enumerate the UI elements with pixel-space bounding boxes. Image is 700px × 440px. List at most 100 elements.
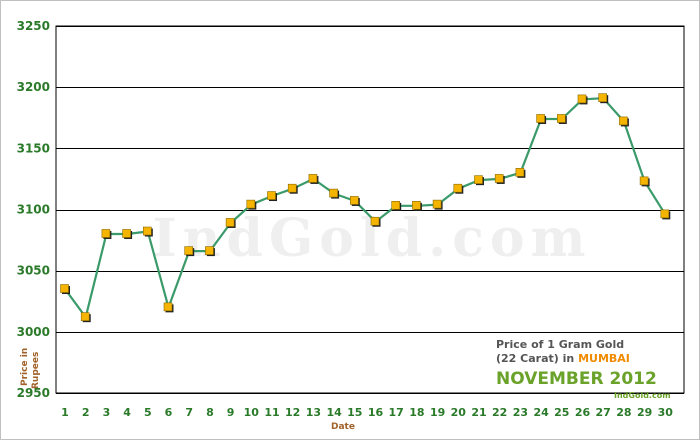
x-tick-label-15: 16 <box>368 406 384 419</box>
data-point-25 <box>556 114 567 124</box>
price-series <box>60 93 671 323</box>
y-tick-label-3: 3100 <box>17 203 50 217</box>
x-tick-label-5: 6 <box>165 406 173 419</box>
x-axis-ticks: 1 2 3 4 5 6 7 8 9 10 11 12 13 14 15 16 17 18 19 20 21 22 23 24 2… <box>61 406 673 419</box>
x-tick-label-4: 5 <box>144 406 152 419</box>
data-point-7 <box>184 246 195 257</box>
data-point-marker <box>205 246 214 255</box>
y-tick-label-0: 2950 <box>17 386 50 400</box>
data-point-18 <box>412 201 422 211</box>
data-point-marker <box>453 183 463 193</box>
data-point-30 <box>660 209 671 220</box>
data-point-marker <box>515 168 525 177</box>
x-tick-label-28: 29 <box>637 406 652 419</box>
data-point-marker <box>122 229 131 238</box>
data-point-marker <box>660 209 670 219</box>
x-tick-label-29: 30 <box>658 406 674 419</box>
y-axis-ticks: 2950 3000 3050 3100 3150 3200 3250 <box>17 19 50 400</box>
y-axis-label: Price in Rupees <box>20 348 41 389</box>
x-tick-label-0: 1 <box>61 406 69 419</box>
data-point-marker <box>474 175 483 184</box>
data-point-6 <box>163 302 174 313</box>
x-tick-label-25: 26 <box>575 406 591 419</box>
chart-credit: IndGold.com <box>614 391 671 400</box>
data-point-23 <box>515 168 526 178</box>
data-point-marker <box>329 188 338 198</box>
x-tick-label-21: 22 <box>492 406 507 419</box>
data-point-marker <box>432 199 442 209</box>
data-point-marker <box>412 201 421 210</box>
x-tick-label-10: 11 <box>264 406 279 419</box>
y-axis-label-line2: Rupees <box>31 352 41 389</box>
chart-title-month: NOVEMBER 2012 <box>496 369 657 389</box>
data-point-29 <box>639 176 650 187</box>
y-tick-label-1: 3000 <box>17 325 50 339</box>
y-tick-label-5: 3200 <box>17 80 50 94</box>
data-point-marker <box>184 246 193 255</box>
x-axis-label: Date <box>331 422 355 432</box>
data-point-27 <box>598 93 609 104</box>
data-point-10 <box>246 199 257 210</box>
data-point-21 <box>474 175 484 186</box>
data-point-marker <box>391 201 401 210</box>
data-point-marker <box>349 196 359 205</box>
x-tick-label-9: 10 <box>244 406 260 419</box>
data-point-12 <box>287 183 298 194</box>
x-tick-label-24: 25 <box>554 406 569 419</box>
data-point-22 <box>494 174 505 184</box>
data-point-15 <box>349 196 360 206</box>
y-tick-label-2: 3050 <box>17 264 50 278</box>
x-tick-label-3: 4 <box>123 406 131 419</box>
data-point-3 <box>101 229 112 239</box>
x-tick-label-14: 15 <box>347 406 362 419</box>
x-tick-label-12: 13 <box>306 406 321 419</box>
grid-lines <box>55 25 685 394</box>
data-point-9 <box>225 218 236 228</box>
data-point-marker <box>577 94 587 104</box>
x-tick-label-8: 9 <box>227 406 235 419</box>
y-tick-label-4: 3150 <box>17 141 50 155</box>
data-point-1 <box>60 284 70 295</box>
chart-title-line1: Price of 1 Gram Gold <box>496 338 624 351</box>
data-point-marker <box>556 114 566 123</box>
data-point-marker <box>598 93 608 102</box>
data-point-13 <box>308 174 319 184</box>
data-point-8 <box>205 246 215 257</box>
data-point-24 <box>536 114 547 124</box>
data-point-marker <box>494 174 504 183</box>
data-point-2 <box>80 312 91 323</box>
x-tick-label-16: 17 <box>389 406 404 419</box>
chart-title-box: Price of 1 Gram Gold (22 Carat) in MUMBA… <box>496 338 671 400</box>
data-point-marker <box>308 174 318 183</box>
chart-title-prefix: (22 Carat) in <box>496 352 578 365</box>
data-point-19 <box>432 199 443 210</box>
data-point-17 <box>391 201 402 211</box>
x-tick-label-22: 23 <box>513 406 528 419</box>
data-point-marker <box>619 116 628 126</box>
data-point-marker <box>143 226 152 236</box>
data-point-11 <box>267 191 277 202</box>
y-axis-label-line1: Price in <box>20 348 30 386</box>
x-tick-label-11: 12 <box>285 406 300 419</box>
x-tick-label-23: 24 <box>533 406 549 419</box>
data-point-marker <box>287 183 297 193</box>
x-tick-label-1: 2 <box>82 406 90 419</box>
x-tick-label-26: 27 <box>596 406 611 419</box>
data-point-marker <box>225 218 235 227</box>
data-point-marker <box>80 312 90 321</box>
data-point-14 <box>329 188 340 199</box>
data-point-16 <box>370 216 381 227</box>
chart-title-city: MUMBAI <box>578 352 630 365</box>
x-tick-label-19: 20 <box>451 406 467 419</box>
x-tick-label-13: 14 <box>326 406 342 419</box>
data-point-marker <box>536 114 545 123</box>
data-point-marker <box>267 191 276 200</box>
x-tick-label-6: 7 <box>185 406 193 419</box>
watermark-text: IndGold.com <box>152 208 591 269</box>
data-point-26 <box>577 94 588 105</box>
y-tick-label-6: 3250 <box>17 19 50 33</box>
x-tick-label-7: 8 <box>206 406 214 419</box>
x-tick-label-20: 21 <box>471 406 486 419</box>
